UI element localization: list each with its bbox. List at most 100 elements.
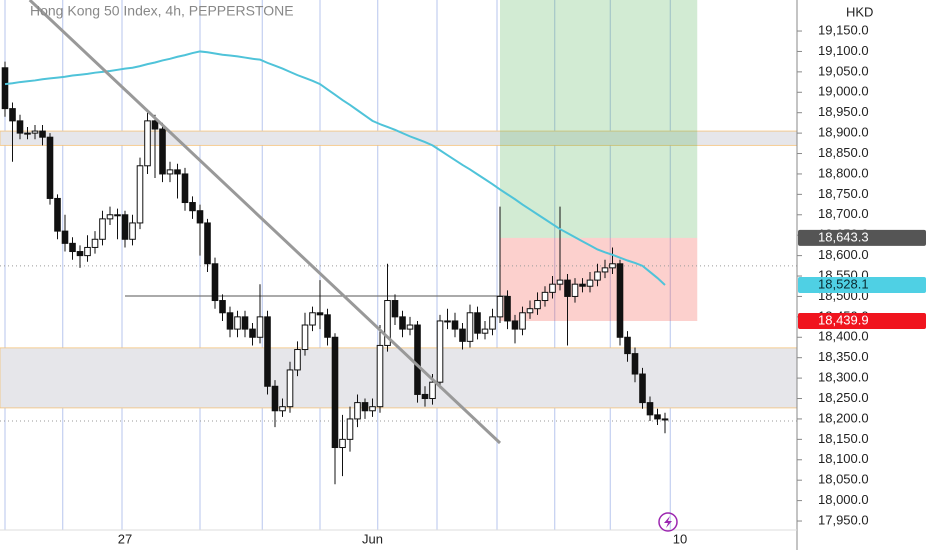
candle-body <box>564 279 571 297</box>
y-tick-label: 18,050.0 <box>818 472 869 487</box>
candle-body <box>219 300 226 314</box>
candle-body <box>504 295 511 322</box>
candle-body <box>384 300 391 346</box>
y-tick-label: 18,350.0 <box>818 349 869 364</box>
y-tick-label: 19,000.0 <box>818 84 869 99</box>
y-tick-label: 18,300.0 <box>818 370 869 385</box>
candle-body <box>376 344 384 408</box>
candle-body <box>331 336 339 449</box>
x-tick-label: 27 <box>118 531 132 546</box>
x-tick-label: 10 <box>673 531 687 546</box>
candle-body <box>556 279 564 285</box>
candle-body <box>609 263 616 269</box>
plot-area <box>0 0 798 530</box>
y-tick-label: 19,150.0 <box>818 22 869 37</box>
candle-body <box>121 214 129 240</box>
candle-body <box>211 263 219 302</box>
candle-body <box>31 130 39 134</box>
y-tick-label: 18,600.0 <box>818 247 869 262</box>
candle-body <box>264 316 271 387</box>
candle-body <box>39 130 46 138</box>
price-label: 18,439.9 <box>818 312 869 327</box>
candle-body <box>151 120 159 130</box>
candle-body <box>286 369 294 408</box>
candle-body <box>159 128 166 175</box>
candle-body <box>9 108 16 122</box>
y-tick-label: 19,100.0 <box>818 43 869 58</box>
candle-body <box>69 242 76 253</box>
candle-body <box>256 316 264 338</box>
candle-body <box>54 197 61 232</box>
x-tick-label: Jun <box>362 531 383 546</box>
candle-body <box>114 214 121 217</box>
candle-body <box>579 283 586 287</box>
candle-body <box>451 320 459 330</box>
candle-body <box>316 312 324 316</box>
y-tick-label: 18,700.0 <box>818 206 869 221</box>
candle-body <box>541 291 549 302</box>
candle-body <box>241 316 249 330</box>
candle-body <box>136 165 144 224</box>
icon-circle[interactable] <box>658 512 678 532</box>
icon-bolt[interactable] <box>664 516 672 528</box>
candle-body <box>84 246 91 257</box>
candle-body <box>99 218 106 240</box>
candle-body <box>631 353 639 375</box>
y-tick-label: 19,050.0 <box>818 63 869 78</box>
y-tick-label: 18,100.0 <box>818 451 869 466</box>
y-tick-label: 18,850.0 <box>818 145 869 160</box>
candle-body <box>61 230 69 244</box>
candle-body <box>1 67 9 110</box>
y-tick-label: 18,900.0 <box>818 125 869 140</box>
candle-body <box>24 132 31 135</box>
chart-title: Hong Kong 50 Index, 4h, PEPPERSTONE <box>30 3 294 19</box>
candle-body <box>309 312 316 326</box>
candle-body <box>519 312 526 330</box>
candle-body <box>436 320 444 383</box>
candle-body <box>466 312 474 342</box>
y-tick-label: 18,950.0 <box>818 104 869 119</box>
candle-body <box>474 312 481 334</box>
y-tick-label: 18,200.0 <box>818 410 869 425</box>
candle-body <box>534 300 541 310</box>
candle-body <box>414 324 421 395</box>
candle-body <box>204 222 211 265</box>
candle-body <box>549 283 556 293</box>
price-label-bg <box>798 229 926 246</box>
candle-body <box>129 222 136 240</box>
candle-body <box>361 402 369 412</box>
candle-body <box>76 251 84 257</box>
candle-body <box>369 406 376 412</box>
y-tick-label: 17,950.0 <box>818 512 869 527</box>
y-tick-label: 18,400.0 <box>818 329 869 344</box>
y-tick-label: 18,150.0 <box>818 431 869 446</box>
candle-body <box>196 210 204 224</box>
candle-body <box>444 320 451 323</box>
candle-body <box>399 316 406 330</box>
candle-body <box>271 385 279 412</box>
candle-body <box>661 418 669 421</box>
candle-body <box>189 202 196 212</box>
moving-average <box>4 50 666 286</box>
candle-body <box>571 283 579 297</box>
price-label-bg <box>798 312 926 329</box>
candle-body <box>594 271 601 281</box>
candle-body <box>496 295 504 318</box>
y-tick-label: 18,800.0 <box>818 165 869 180</box>
price-label: 18,643.3 <box>818 229 869 244</box>
candle-body <box>459 328 466 342</box>
candle-body <box>166 169 174 175</box>
candle-body <box>639 373 646 404</box>
candle-body <box>46 136 54 199</box>
candle-body <box>181 173 189 204</box>
target-zone <box>500 0 698 238</box>
y-tick-label: 18,750.0 <box>818 186 869 201</box>
candle-body <box>301 324 309 351</box>
candle-body <box>489 316 496 330</box>
lightning-icon[interactable] <box>658 512 678 532</box>
trendline <box>28 0 502 445</box>
candle-body <box>481 328 489 334</box>
price-label-bg <box>798 276 926 293</box>
